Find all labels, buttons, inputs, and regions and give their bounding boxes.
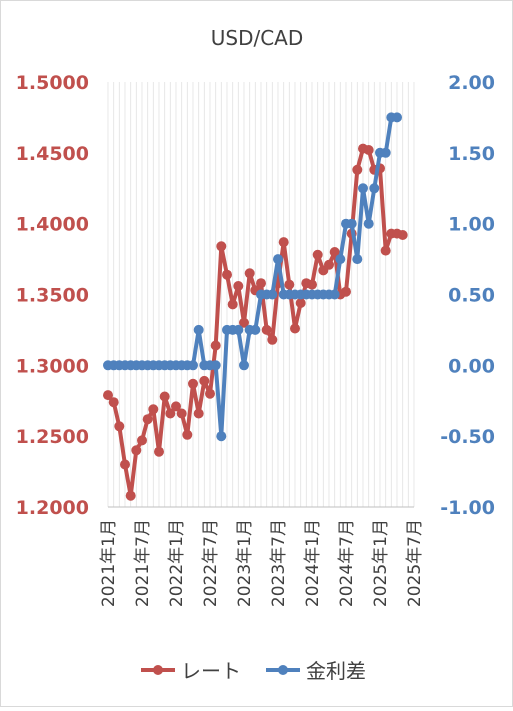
plot-gridlines (107, 82, 415, 508)
data-point (267, 334, 278, 345)
right-axis-ticks: -1.00 -0.50 0.00 0.50 1.00 1.50 2.00 (440, 72, 495, 519)
x-tick-label: 2022年1月 (167, 519, 187, 607)
legend-label-rate: レート (181, 659, 241, 683)
data-point (273, 254, 283, 265)
data-point (239, 360, 249, 371)
data-point (108, 397, 119, 408)
data-point (233, 324, 244, 335)
data-point (154, 446, 164, 457)
data-point (193, 408, 204, 419)
series-1 (103, 112, 402, 442)
right-tick-label: -1.00 (440, 497, 495, 519)
data-point (358, 183, 368, 194)
data-point (392, 112, 402, 123)
data-point (188, 378, 198, 389)
left-tick-label: 1.4000 (16, 214, 89, 236)
data-point (295, 298, 306, 308)
data-point (267, 289, 278, 300)
x-tick-label: 2021年1月 (99, 519, 119, 607)
data-point (335, 254, 346, 265)
data-point (284, 279, 295, 290)
data-point (188, 360, 198, 371)
x-tick-label: 2024年7月 (337, 519, 357, 607)
data-point (261, 324, 272, 335)
data-point (341, 286, 351, 297)
data-point (227, 299, 238, 310)
data-point (159, 391, 170, 402)
left-tick-label: 1.4500 (16, 143, 89, 165)
x-tick-label: 2022年7月 (201, 519, 221, 607)
data-point (369, 183, 380, 194)
right-tick-label: 1.50 (448, 143, 495, 165)
data-point (363, 218, 374, 229)
data-point (137, 435, 147, 446)
data-point (250, 324, 261, 335)
data-point (324, 259, 334, 270)
right-tick-label: 0.50 (448, 285, 495, 307)
right-tick-label: 0.00 (448, 355, 495, 377)
x-tick-label: 2024年1月 (303, 519, 323, 607)
x-tick-label: 2023年7月 (269, 519, 289, 607)
data-point (182, 429, 193, 440)
data-point (233, 281, 244, 291)
x-axis-ticks: 2021年1月 2021年7月 2022年1月 2022年7月 2023年1月 2023年… (99, 519, 425, 607)
data-point (131, 445, 142, 456)
data-point (329, 247, 340, 257)
data-point (352, 164, 363, 175)
chart-title: USD/CAD (211, 26, 304, 50)
data-point (380, 147, 391, 158)
data-point (346, 218, 357, 229)
data-point (210, 340, 221, 351)
x-tick-label: 2023年1月 (235, 519, 255, 607)
data-point (380, 245, 391, 256)
data-point (307, 279, 317, 290)
data-point (290, 323, 300, 334)
data-point (312, 249, 323, 260)
x-tick-label: 2021年7月 (133, 519, 153, 607)
data-point (210, 360, 221, 371)
x-tick-label: 2025年1月 (371, 519, 391, 607)
data-point (171, 401, 181, 412)
data-point (352, 254, 363, 265)
legend-dot-spread (278, 665, 288, 675)
left-tick-label: 1.5000 (16, 72, 89, 94)
x-tick-label: 2025年7月 (405, 519, 425, 607)
right-tick-label: 1.00 (448, 214, 495, 236)
data-point (199, 375, 210, 386)
right-tick-label: -0.50 (440, 426, 495, 448)
data-point (329, 289, 340, 300)
data-point (216, 431, 227, 442)
data-point (125, 490, 136, 501)
data-point (165, 408, 176, 419)
legend-label-spread: 金利差 (306, 659, 366, 683)
series-layer (103, 112, 408, 501)
left-tick-label: 1.3500 (16, 285, 89, 307)
data-point (205, 388, 215, 399)
data-point (114, 421, 125, 432)
legend-dot-rate (153, 665, 163, 675)
data-point (103, 390, 113, 401)
left-tick-label: 1.3000 (16, 355, 89, 377)
data-point (397, 230, 408, 240)
left-axis-ticks: 1.2000 1.2500 1.3000 1.3500 1.4000 1.4500 1.50… (16, 72, 89, 519)
data-point (239, 317, 249, 328)
right-tick-label: 2.00 (448, 72, 495, 94)
data-point (142, 414, 153, 425)
data-point (148, 404, 159, 415)
legend: レート 金利差 (141, 659, 366, 683)
data-point (222, 269, 232, 280)
data-point (256, 278, 266, 289)
series-0 (103, 143, 408, 501)
left-tick-label: 1.2000 (16, 497, 89, 519)
data-point (193, 324, 204, 335)
data-point (176, 408, 187, 419)
data-point (244, 268, 255, 279)
data-point (278, 237, 289, 248)
data-point (363, 145, 374, 155)
left-tick-label: 1.2500 (16, 426, 89, 448)
data-point (216, 241, 227, 252)
data-point (120, 459, 130, 470)
